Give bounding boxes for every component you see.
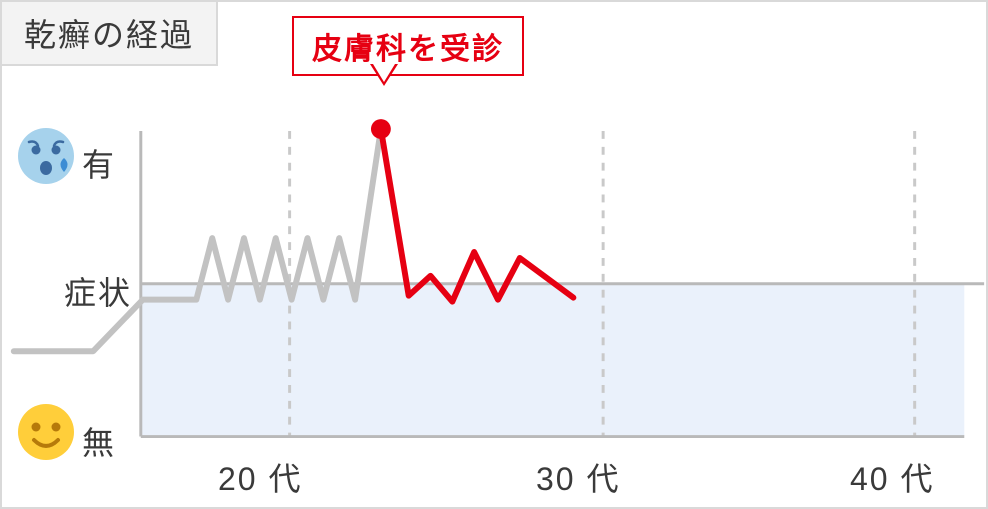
visit-marker (371, 119, 391, 139)
red-series (381, 129, 573, 302)
psoriasis-timeline-chart: 乾癬の経過 皮膚科を受診 有 症状 無 20 代 30 代 40 代 (0, 0, 988, 509)
plot-svg (2, 2, 986, 507)
lower-band-fill (141, 284, 964, 437)
